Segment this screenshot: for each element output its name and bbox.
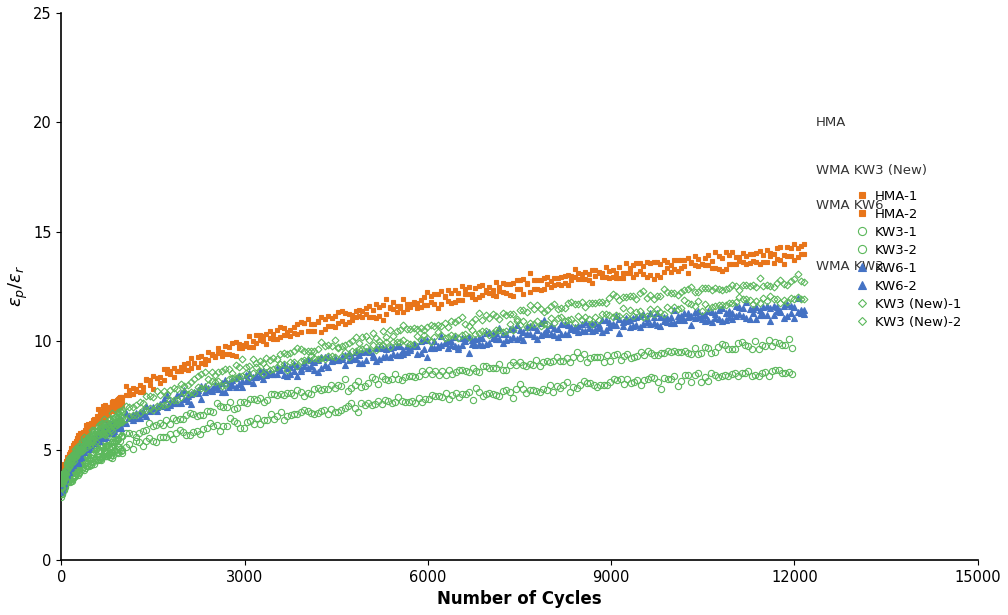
KW3-1 bbox=[753, 345, 765, 352]
KW6-2 bbox=[55, 486, 68, 493]
Line: KW3-1: KW3-1 bbox=[58, 336, 795, 498]
KW3 (New)-1 bbox=[55, 483, 68, 491]
HMA-1 bbox=[99, 402, 111, 409]
KW6-1 bbox=[404, 344, 416, 351]
HMA-2 bbox=[55, 488, 68, 496]
HMA-2 bbox=[56, 475, 69, 483]
KW3 (New)-2 bbox=[764, 292, 776, 300]
KW3 (New)-2 bbox=[671, 305, 683, 312]
Line: KW3 (New)-2: KW3 (New)-2 bbox=[59, 293, 806, 497]
KW6-2 bbox=[764, 317, 776, 325]
KW3 (New)-1 bbox=[98, 416, 110, 423]
KW6-1 bbox=[761, 303, 773, 310]
KW3-2 bbox=[786, 370, 798, 378]
KW6-1 bbox=[671, 312, 683, 320]
HMA-2 bbox=[407, 301, 419, 308]
KW3 (New)-1 bbox=[56, 476, 69, 483]
KW3-1 bbox=[783, 335, 795, 343]
KW6-2 bbox=[247, 379, 259, 387]
HMA-2 bbox=[798, 251, 810, 258]
HMA-2 bbox=[795, 251, 807, 258]
KW6-1 bbox=[98, 424, 110, 431]
KW6-1 bbox=[56, 482, 69, 489]
KW6-2 bbox=[771, 308, 783, 315]
Legend: HMA-1, HMA-2, KW3-1, KW3-2, KW6-1, KW6-2, KW3 (New)-1, KW3 (New)-2: HMA-1, HMA-2, KW3-1, KW3-2, KW6-1, KW6-2… bbox=[850, 184, 967, 335]
HMA-2 bbox=[99, 416, 111, 424]
HMA-1 bbox=[55, 482, 68, 490]
KW3 (New)-2 bbox=[798, 295, 810, 303]
KW3 (New)-2 bbox=[56, 477, 69, 484]
KW3 (New)-1 bbox=[404, 325, 416, 332]
Line: KW3 (New)-1: KW3 (New)-1 bbox=[59, 272, 806, 490]
KW3 (New)-2 bbox=[243, 373, 255, 380]
KW3 (New)-1 bbox=[791, 271, 803, 278]
HMA-2 bbox=[764, 253, 776, 260]
HMA-2 bbox=[55, 485, 68, 492]
KW3-2 bbox=[241, 418, 253, 426]
HMA-2 bbox=[247, 344, 259, 351]
HMA-1 bbox=[407, 298, 419, 305]
KW3-2 bbox=[399, 399, 411, 406]
HMA-1 bbox=[56, 471, 69, 478]
KW3 (New)-1 bbox=[671, 292, 683, 299]
KW3-1 bbox=[99, 440, 111, 448]
KW6-2 bbox=[675, 315, 687, 323]
KW6-2 bbox=[407, 343, 419, 350]
KW6-2 bbox=[55, 485, 68, 493]
KW3-2 bbox=[56, 486, 69, 493]
KW3 (New)-1 bbox=[243, 363, 255, 370]
Line: KW6-2: KW6-2 bbox=[58, 308, 807, 493]
KW6-1 bbox=[798, 307, 810, 314]
HMA-1 bbox=[55, 483, 68, 490]
KW3-2 bbox=[55, 493, 68, 501]
KW3 (New)-2 bbox=[55, 491, 68, 498]
Line: KW6-1: KW6-1 bbox=[58, 296, 807, 494]
HMA-2 bbox=[675, 264, 687, 271]
KW6-1 bbox=[55, 488, 68, 496]
KW3-1 bbox=[56, 483, 69, 491]
Text: HMA: HMA bbox=[815, 116, 847, 129]
HMA-1 bbox=[798, 240, 810, 247]
KW6-2 bbox=[56, 477, 69, 484]
KW3-1 bbox=[402, 372, 414, 379]
Line: KW3-2: KW3-2 bbox=[58, 367, 795, 500]
KW3-1 bbox=[786, 344, 798, 352]
KW3 (New)-1 bbox=[761, 281, 773, 288]
Line: HMA-2: HMA-2 bbox=[59, 252, 806, 494]
KW3 (New)-2 bbox=[761, 297, 773, 304]
HMA-1 bbox=[247, 337, 259, 344]
Text: WMA KW3 (New): WMA KW3 (New) bbox=[815, 164, 926, 177]
KW6-2 bbox=[798, 310, 810, 317]
Y-axis label: $\varepsilon_p/\varepsilon_r$: $\varepsilon_p/\varepsilon_r$ bbox=[7, 266, 30, 308]
KW3 (New)-2 bbox=[404, 341, 416, 348]
KW3 (New)-2 bbox=[98, 430, 110, 438]
Line: HMA-1: HMA-1 bbox=[59, 241, 806, 489]
KW3-1 bbox=[55, 490, 68, 498]
KW3-2 bbox=[773, 367, 785, 374]
HMA-1 bbox=[764, 250, 776, 257]
KW6-1 bbox=[791, 295, 803, 302]
KW3-2 bbox=[661, 375, 673, 383]
KW3-1 bbox=[55, 483, 68, 491]
X-axis label: Number of Cycles: Number of Cycles bbox=[437, 590, 602, 608]
KW3-2 bbox=[98, 451, 110, 458]
KW3 (New)-1 bbox=[798, 278, 810, 285]
Text: WMA KW6: WMA KW6 bbox=[815, 199, 883, 212]
KW3-1 bbox=[244, 395, 256, 403]
Text: WMA KW3: WMA KW3 bbox=[815, 260, 883, 273]
HMA-1 bbox=[675, 256, 687, 264]
KW3-2 bbox=[749, 371, 761, 378]
KW6-2 bbox=[99, 427, 111, 434]
KW3-1 bbox=[665, 348, 677, 355]
KW6-1 bbox=[243, 370, 255, 377]
